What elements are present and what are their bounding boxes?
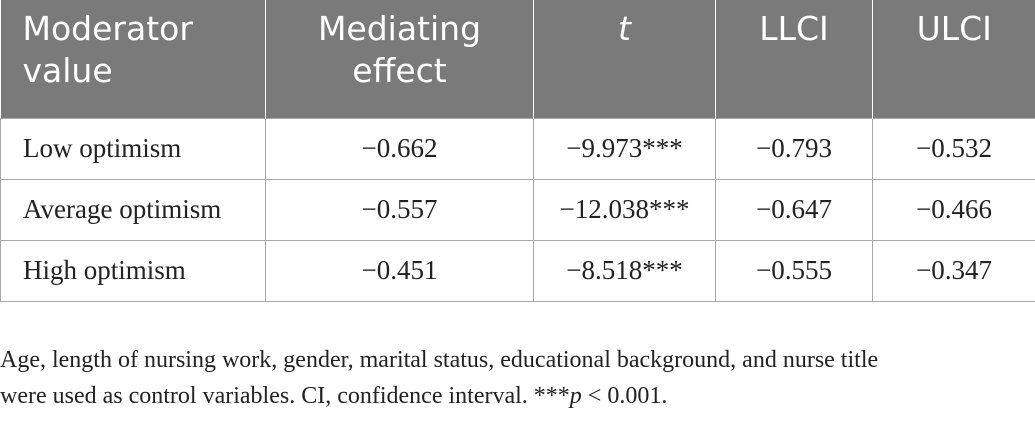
table-header: Moderator value Mediating effect t LLCI … [0,0,1035,118]
header-mediating-effect-line1: Mediating [317,9,482,48]
cell-t: −12.038*** [533,178,716,241]
footnote-line1: Age, length of nursing work, gender, mar… [0,347,879,373]
footnote-p-symbol: p [569,383,582,409]
cell-llci: −0.793 [715,117,873,180]
cell-ulci: −0.532 [872,117,1035,180]
header-moderator-value-line2: value [22,51,113,90]
header-ulci: ULCI [872,0,1035,118]
results-table: Moderator value Mediating effect t LLCI … [0,0,1035,302]
cell-llci: −0.647 [715,178,873,241]
cell-t: −8.518*** [533,239,716,302]
header-t: t [533,0,716,118]
header-moderator-value-line1: Moderator [22,9,193,48]
cell-moderator: High optimism [0,239,266,302]
header-mediating-effect-line2: effect [352,51,447,90]
footnote-line2-b: < 0.001. [581,383,668,409]
table-body: Low optimism −0.662 −9.973*** −0.793 −0.… [0,117,1035,302]
header-ulci-label: ULCI [916,9,992,48]
table-row: High optimism −0.451 −8.518*** −0.555 −0… [0,239,1035,302]
cell-mediating-effect: −0.662 [265,117,534,180]
cell-ulci: −0.347 [872,239,1035,302]
header-t-label: t [618,9,631,48]
header-moderator-value: Moderator value [0,0,266,118]
cell-moderator: Average optimism [0,178,266,241]
header-mediating-effect: Mediating effect [265,0,534,118]
table-row: Average optimism −0.557 −12.038*** −0.64… [0,178,1035,241]
header-row: Moderator value Mediating effect t LLCI … [0,0,1035,118]
table-row: Low optimism −0.662 −9.973*** −0.793 −0.… [0,117,1035,180]
header-llci: LLCI [715,0,873,118]
cell-moderator: Low optimism [0,117,266,180]
header-llci-label: LLCI [759,9,829,48]
footnote-line2-a: were used as control variables. CI, conf… [0,383,570,409]
cell-ulci: −0.466 [872,178,1035,241]
cell-mediating-effect: −0.451 [265,239,534,302]
cell-llci: −0.555 [715,239,873,302]
cell-mediating-effect: −0.557 [265,178,534,241]
table-footnote: Age, length of nursing work, gender, mar… [0,342,1030,414]
cell-t: −9.973*** [533,117,716,180]
